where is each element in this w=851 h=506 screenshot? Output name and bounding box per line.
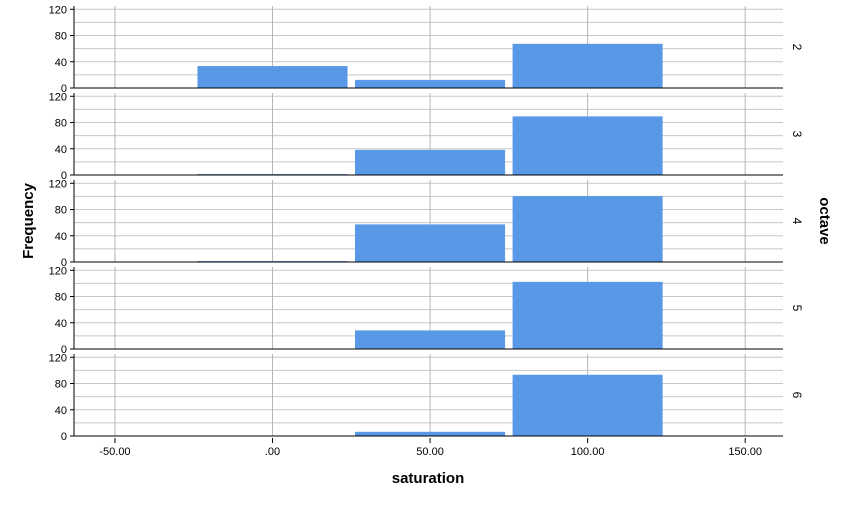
histogram-bar [355,330,506,350]
y-tick-label: 40 [55,57,67,69]
histogram-bar [355,79,506,89]
histogram-bar [512,116,663,176]
axes-layer [70,6,783,443]
facet-label: 6 [790,392,804,399]
y-tick-label: 120 [49,178,67,190]
x-tick-label: 150.00 [728,446,762,458]
histogram-bar [355,149,506,176]
histogram-bar [512,374,663,437]
y-tick-label: 0 [61,83,67,95]
y-tick-label: 120 [49,352,67,364]
histogram-bar [197,66,348,89]
histogram-bar [512,43,663,89]
y-tick-label: 120 [49,91,67,103]
y-tick-label: 80 [55,292,67,304]
facet-label: 5 [790,305,804,312]
facet-label: 4 [790,218,804,225]
facet-variable-title: octave [816,197,833,245]
y-tick-label: 40 [55,318,67,330]
y-tick-label: 80 [55,205,67,217]
histogram-bar [512,196,663,263]
y-tick-label: 40 [55,405,67,417]
facet-label: 3 [790,131,804,138]
y-tick-label: 80 [55,379,67,391]
y-tick-label: 0 [61,257,67,269]
y-tick-label: 80 [55,31,67,43]
x-tick-label: -50.00 [99,446,130,458]
x-tick-label: 50.00 [416,446,444,458]
x-tick-label: .00 [265,446,280,458]
x-tick-label: 100.00 [571,446,605,458]
x-axis-title: saturation [392,470,465,487]
labels-layer: 0408012020408012030408012040408012050408… [49,4,804,458]
histogram-bar [355,431,506,437]
grid-layer [74,6,783,436]
y-tick-label: 0 [61,344,67,356]
y-tick-label: 120 [49,265,67,277]
facet-label: 2 [790,44,804,51]
y-tick-label: 0 [61,431,67,443]
y-tick-label: 40 [55,144,67,156]
histogram-bar [512,281,663,350]
y-axis-title: Frequency [20,182,37,259]
y-tick-label: 120 [49,4,67,16]
y-tick-label: 0 [61,170,67,182]
y-tick-label: 80 [55,118,67,130]
y-tick-label: 40 [55,231,67,243]
histogram-bar [355,224,506,263]
